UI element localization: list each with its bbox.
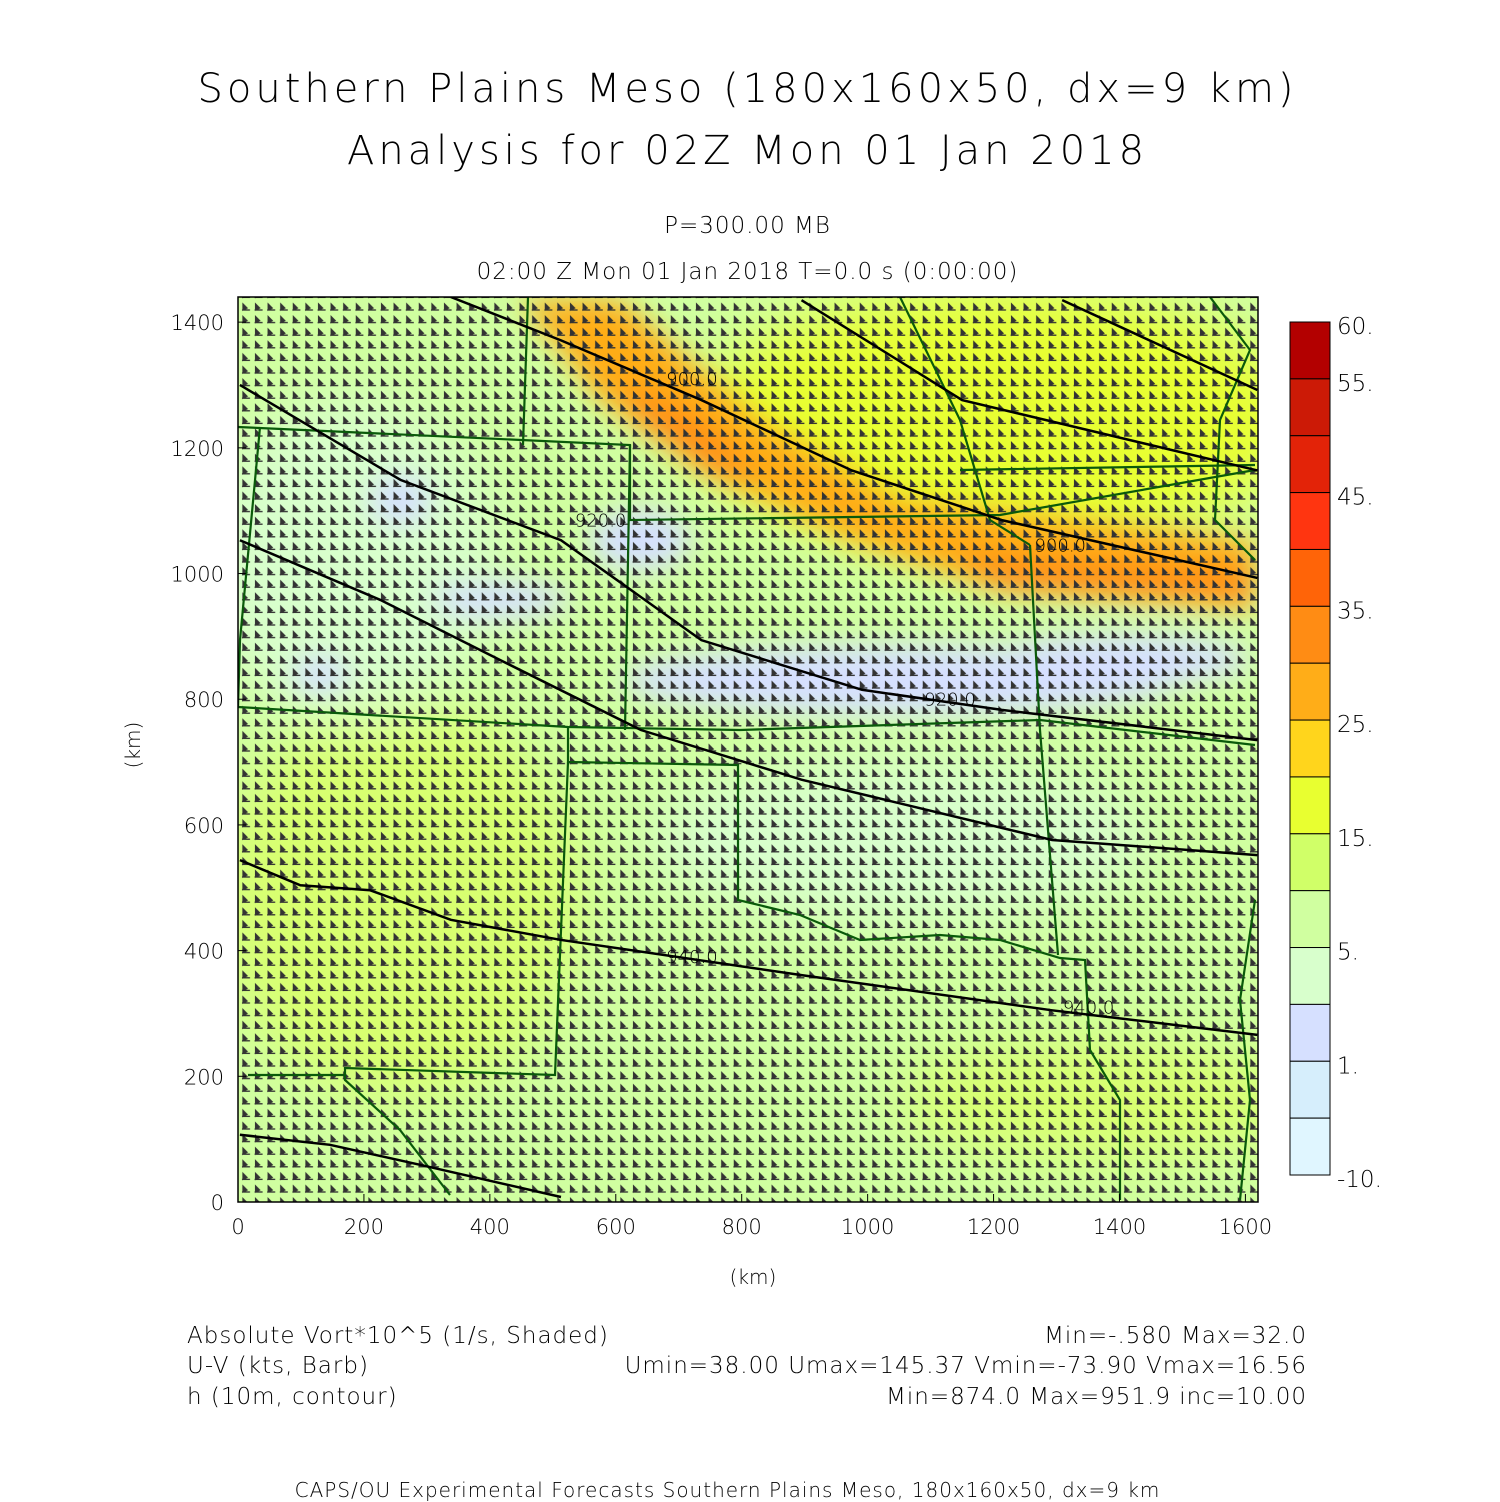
x-tick-label: 400: [470, 1215, 510, 1239]
plot-subtitle: Analysis for 02Z Mon 01 Jan 2018: [346, 128, 1149, 174]
x-tick-label: 1000: [841, 1215, 894, 1239]
colorbar-label: 15.: [1337, 826, 1374, 852]
contour-line: [239, 539, 1258, 857]
x-tick-label: 0: [231, 1215, 244, 1239]
pressure-level: P=300.00 MB: [664, 213, 831, 239]
y-tick-label: 200: [184, 1065, 224, 1089]
colorbar-label: 5.: [1337, 940, 1359, 966]
contour-field-label: h (10m, contour): [187, 1384, 398, 1410]
colorbar-label: 45.: [1337, 485, 1374, 511]
contour-line: [239, 1133, 562, 1199]
state-boundaries: [238, 297, 1257, 1201]
y-tick-label: 1400: [171, 311, 224, 335]
contour-label: 920.0: [924, 690, 976, 711]
y-tick-label: 600: [184, 814, 224, 838]
colorbar-label: 1.: [1337, 1053, 1359, 1079]
colorbar-bin: [1289, 1117, 1331, 1176]
valid-time: 02:00 Z Mon 01 Jan 2018 T=0.0 s (0:00:00…: [476, 259, 1019, 285]
y-tick-label: 400: [184, 940, 224, 964]
colorbar-bin: [1289, 890, 1331, 949]
x-tick-label: 600: [596, 1215, 636, 1239]
contour-label: 940.0: [666, 947, 718, 968]
y-axis-label: (km): [121, 722, 145, 769]
colorbar-bin: [1289, 548, 1331, 607]
x-axis: 0 200 400 600 800 1000 1200 1400 1600: [231, 1194, 1272, 1239]
footer-credit: CAPS/OU Experimental Forecasts Southern …: [294, 1478, 1161, 1502]
y-tick-label: 0: [211, 1191, 224, 1215]
colorbar-label: 35.: [1337, 598, 1374, 624]
colorbar-bin: [1289, 776, 1331, 835]
colorbar-bin: [1289, 492, 1331, 550]
plot-title: Southern Plains Meso (180x160x50, dx=9 k…: [197, 66, 1298, 112]
contour-label: 920.0: [575, 510, 627, 531]
contour-line: [800, 299, 1258, 472]
x-tick-label: 800: [722, 1215, 762, 1239]
height-contours: 900.0 900.0 920.0 920.0 940.0 940.0: [239, 297, 1258, 1199]
colorbar-bin: [1289, 378, 1331, 437]
vorticity-shading: 900.0 900.0 920.0 920.0 940.0 940.0: [238, 297, 1258, 1202]
barb-field-stats: Umin=38.00 Umax=145.37 Vmin=-73.90 Vmax=…: [624, 1353, 1307, 1379]
colorbar-label: 25.: [1337, 712, 1374, 738]
contour-field-stats: Min=874.0 Max=951.9 inc=10.00: [886, 1384, 1307, 1410]
plot-frame: [237, 296, 1259, 1203]
contour-line: [450, 297, 1258, 580]
colorbar: 60. 55. 45. 35. 25. 15. 5. 1. -10.: [1289, 314, 1382, 1193]
colorbar-bin: [1289, 719, 1331, 778]
y-axis: 0 200 400 600 800 1000 1200 1400: [171, 311, 246, 1215]
colorbar-bin: [1289, 947, 1331, 1005]
contour-label: 900.0: [666, 369, 718, 390]
y-tick-label: 800: [184, 688, 224, 712]
shaded-field-stats: Min=-.580 Max=32.0: [1044, 1323, 1307, 1349]
contour-label: 900.0: [1034, 536, 1086, 557]
colorbar-label: -10.: [1337, 1167, 1382, 1193]
barb-field-label: U-V (kts, Barb): [187, 1353, 369, 1379]
x-axis-label: (km): [730, 1265, 777, 1289]
colorbar-bin: [1289, 1060, 1331, 1119]
colorbar-bin: [1289, 605, 1331, 664]
contour-line: [239, 383, 1258, 742]
x-tick-label: 1200: [967, 1215, 1020, 1239]
colorbar-bin: [1289, 321, 1331, 380]
colorbar-label: 60.: [1337, 314, 1374, 340]
colorbar-bin: [1289, 833, 1331, 892]
shaded-field-label: Absolute Vort*10^5 (1/s, Shaded): [187, 1323, 609, 1349]
contour-line: [239, 858, 1258, 1037]
x-tick-label: 200: [344, 1215, 384, 1239]
y-tick-label: 1000: [171, 563, 224, 587]
colorbar-bin: [1289, 1003, 1331, 1062]
x-tick-label: 1600: [1219, 1215, 1272, 1239]
wind-barbs: [238, 297, 1258, 1202]
contour-label: 940.0: [1063, 997, 1115, 1018]
contour-line: [1061, 299, 1258, 392]
y-tick-label: 1200: [171, 437, 224, 461]
colorbar-bin: [1289, 435, 1331, 494]
colorbar-label: 55.: [1337, 371, 1374, 397]
x-tick-label: 1400: [1093, 1215, 1146, 1239]
colorbar-bin: [1289, 662, 1331, 721]
